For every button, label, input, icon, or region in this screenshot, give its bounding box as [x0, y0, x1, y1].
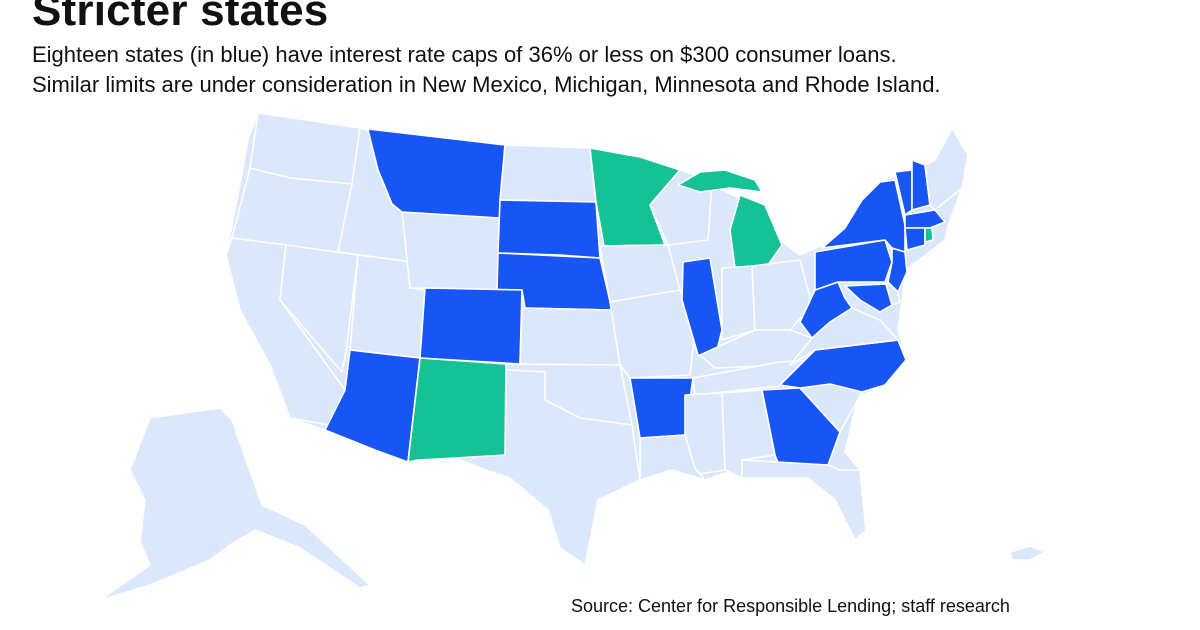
state-new-mexico — [407, 357, 507, 463]
state-maryland — [844, 283, 893, 313]
subtitle-line-2: Similar limits are under consideration i… — [32, 72, 941, 97]
source-note: Source: Center for Responsible Lending; … — [571, 596, 1010, 616]
state-missouri — [609, 289, 696, 379]
state-michigan-lower — [729, 194, 783, 269]
state-arkansas — [629, 377, 694, 439]
state-hawaii — [1009, 545, 1046, 561]
state-south-dakota — [497, 199, 601, 259]
state-connecticut — [904, 227, 926, 251]
state-new-york — [821, 179, 906, 253]
state-colorado — [419, 287, 523, 365]
state-indiana — [721, 265, 756, 341]
state-nevada — [279, 244, 359, 373]
state-minnesota — [589, 147, 681, 247]
state-wyoming — [401, 211, 501, 291]
state-rhode-island — [924, 227, 934, 243]
state-florida — [741, 459, 867, 541]
chart-title: Stricter states — [32, 0, 329, 35]
chart-subtitle: Eighteen states (in blue) have interest … — [32, 40, 1172, 100]
subtitle-line-1: Eighteen states (in blue) have interest … — [32, 42, 897, 67]
state-massachusetts — [904, 209, 946, 229]
state-north-dakota — [499, 144, 597, 203]
state-alaska — [99, 407, 371, 601]
state-kansas — [519, 307, 621, 366]
state-ohio — [751, 259, 813, 331]
state-michigan-upper — [677, 169, 763, 193]
state-texas — [454, 369, 641, 566]
state-maine — [924, 127, 969, 211]
